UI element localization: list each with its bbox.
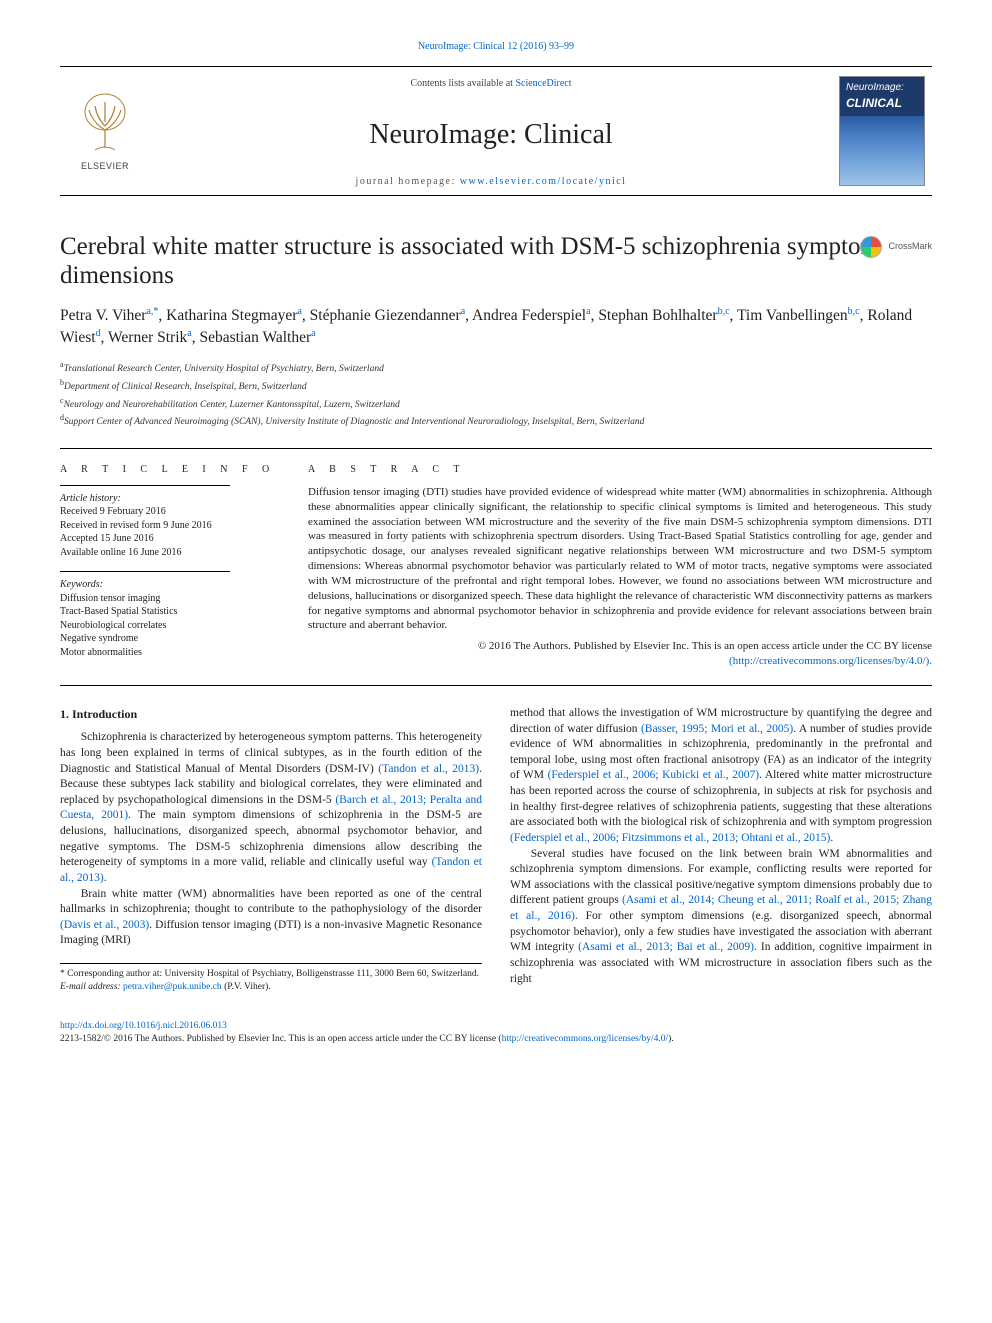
contents-prefix: Contents lists available at xyxy=(410,78,515,89)
abstract-text: Diffusion tensor imaging (DTI) studies h… xyxy=(308,485,932,633)
email-suffix: (P.V. Viher). xyxy=(222,982,271,992)
journal-cover-thumbnail: NeuroImage: CLINICAL xyxy=(839,76,925,186)
cover-line-2: CLINICAL xyxy=(846,95,918,111)
section-heading-intro: 1. Introduction xyxy=(60,706,482,722)
abstract-copyright: © 2016 The Authors. Published by Elsevie… xyxy=(308,639,932,669)
authors-line: Petra V. Vihera,*, Katharina Stegmayera,… xyxy=(60,305,932,349)
keyword-item: Negative syndrome xyxy=(60,632,280,646)
keyword-item: Motor abnormalities xyxy=(60,646,280,660)
sciencedirect-link[interactable]: ScienceDirect xyxy=(515,78,571,89)
abstract-column: A B S T R A C T Diffusion tensor imaging… xyxy=(308,463,932,669)
body-two-column: 1. Introduction Schizophrenia is charact… xyxy=(60,706,932,994)
body-paragraph: Schizophrenia is characterized by hetero… xyxy=(60,730,482,886)
cover-line-1: NeuroImage: xyxy=(846,83,918,94)
history-item: Available online 16 June 2016 xyxy=(60,546,280,560)
contents-available-line: Contents lists available at ScienceDirec… xyxy=(410,77,571,91)
keyword-item: Tract-Based Spatial Statistics xyxy=(60,605,280,619)
info-divider xyxy=(60,485,230,486)
article-info-column: A R T I C L E I N F O Article history: R… xyxy=(60,463,280,669)
crossmark-label: CrossMark xyxy=(888,240,932,252)
homepage-prefix: journal homepage: xyxy=(356,176,460,187)
article-info-heading: A R T I C L E I N F O xyxy=(60,463,280,477)
history-item: Received in revised form 9 June 2016 xyxy=(60,519,280,533)
corresponding-email-line: E-mail address: petra.viher@puk.unibe.ch… xyxy=(60,981,482,994)
article-history: Article history: Received 9 February 201… xyxy=(60,492,280,560)
running-header-link[interactable]: NeuroImage: Clinical 12 (2016) 93–99 xyxy=(418,41,574,52)
elsevier-tree-icon xyxy=(75,88,135,158)
issn-text: 2213-1582/© 2016 The Authors. Published … xyxy=(60,1034,502,1044)
doi-link[interactable]: http://dx.doi.org/10.1016/j.nicl.2016.06… xyxy=(60,1021,227,1031)
publisher-logo-col: ELSEVIER xyxy=(60,67,150,195)
abstract-heading: A B S T R A C T xyxy=(308,463,932,477)
article-title: Cerebral white matter structure is assoc… xyxy=(60,232,932,291)
journal-header: ELSEVIER Contents lists available at Sci… xyxy=(60,66,932,196)
affiliations-block: aTranslational Research Center, Universi… xyxy=(60,359,932,431)
copyright-line: © 2016 The Authors. Published by Elsevie… xyxy=(478,640,932,652)
body-paragraph: Brain white matter (WM) abnormalities ha… xyxy=(60,887,482,950)
corresponding-author-block: * Corresponding author at: University Ho… xyxy=(60,963,482,994)
crossmark-badge[interactable]: CrossMark xyxy=(860,236,932,258)
keyword-item: Diffusion tensor imaging xyxy=(60,592,280,606)
journal-homepage-line: journal homepage: www.elsevier.com/locat… xyxy=(356,175,627,189)
corresponding-email-link[interactable]: petra.viher@puk.unibe.ch xyxy=(123,982,222,992)
history-label: Article history: xyxy=(60,492,280,506)
body-paragraph: Several studies have focused on the link… xyxy=(510,847,932,988)
keywords-block: Keywords: Diffusion tensor imaging Tract… xyxy=(60,578,280,659)
keyword-item: Neurobiological correlates xyxy=(60,619,280,633)
crossmark-icon xyxy=(860,236,882,258)
cover-thumbnail-col: NeuroImage: CLINICAL xyxy=(832,67,932,195)
homepage-link[interactable]: www.elsevier.com/locate/ynicl xyxy=(460,176,627,187)
corresponding-author-text: * Corresponding author at: University Ho… xyxy=(60,968,482,981)
email-label: E-mail address: xyxy=(60,982,123,992)
footer-license-link[interactable]: http://creativecommons.org/licenses/by/4… xyxy=(502,1034,669,1044)
divider xyxy=(60,448,932,449)
divider-full xyxy=(60,685,932,686)
history-item: Accepted 15 June 2016 xyxy=(60,532,280,546)
publisher-label: ELSEVIER xyxy=(81,160,129,172)
body-paragraph: method that allows the investigation of … xyxy=(510,706,932,847)
keywords-label: Keywords: xyxy=(60,578,280,592)
license-link[interactable]: (http://creativecommons.org/licenses/by/… xyxy=(729,655,932,667)
history-item: Received 9 February 2016 xyxy=(60,505,280,519)
keywords-divider xyxy=(60,571,230,572)
journal-header-center: Contents lists available at ScienceDirec… xyxy=(150,67,832,195)
journal-name: NeuroImage: Clinical xyxy=(369,116,612,154)
issn-suffix: ). xyxy=(668,1034,674,1044)
issn-copyright-line: 2213-1582/© 2016 The Authors. Published … xyxy=(60,1033,932,1046)
running-header: NeuroImage: Clinical 12 (2016) 93–99 xyxy=(60,40,932,54)
page-footer: http://dx.doi.org/10.1016/j.nicl.2016.06… xyxy=(60,1020,932,1046)
corresponding-body: Corresponding author at: University Hosp… xyxy=(67,969,479,979)
